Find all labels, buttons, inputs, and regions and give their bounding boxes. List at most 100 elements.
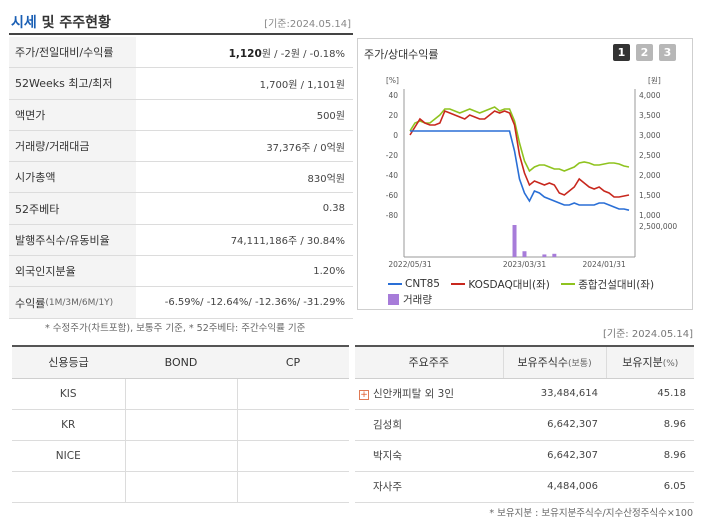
volume-tick-label: 2,500,000 xyxy=(639,222,677,231)
rating-agency: KIS xyxy=(12,378,126,410)
cp-rating xyxy=(237,471,349,503)
table-row: + 신안캐피탈 외 3인 33,484,614 45.18 xyxy=(355,378,694,410)
right-tick-label: 3,500 xyxy=(639,111,661,120)
summary-row: 52주베타 0.38 xyxy=(9,193,353,225)
section-header: 시세 및 주주현황 [기준:2024.05.14] xyxy=(9,5,353,35)
right-tick-label: 2,500 xyxy=(639,151,661,160)
bond-rating xyxy=(125,440,238,472)
chart-title: 주가/상대수익률 xyxy=(364,48,439,61)
price-chart-panel: 주가/상대수익률 1 2 3 [%] [원] 40 20 0 -20 -40 -60 -80 4,… xyxy=(357,38,693,310)
cp-rating xyxy=(237,378,349,410)
summary-row: 발행주식수/유동비율 74,111,186주 / 30.84% xyxy=(9,224,353,257)
summary-value: 37,376주 / 0억원 xyxy=(266,142,345,154)
col-header-cp: CP xyxy=(237,345,349,379)
shareholder-name: 박지숙 xyxy=(355,440,503,472)
summary-value: 1,120원 / -2원 / -0.18% xyxy=(136,45,353,60)
table-row: 자사주 4,484,006 6.05 xyxy=(355,471,694,503)
right-tick-label: 2,000 xyxy=(639,171,661,180)
returns-value: -6.59%/ -12.64%/ -12.36%/ -31.29% xyxy=(164,297,345,309)
price-chart: [%] [원] 40 20 0 -20 -40 -60 -80 4,000 3,500 3,000 2,… xyxy=(386,76,678,269)
period-button-1[interactable]: 1 xyxy=(613,44,630,61)
volume-bar xyxy=(522,251,527,257)
stake-percent: 8.96 xyxy=(606,409,694,441)
col-header-shareholder: 주요주주 xyxy=(355,345,504,379)
shareholder-footnote: * 보유지분 : 보유지분주식수/지수산정주식수×100 xyxy=(489,508,693,519)
stake-percent: 6.05 xyxy=(606,471,694,503)
left-tick-label: -40 xyxy=(386,171,398,180)
summary-label: 수익률 (1M/3M/6M/1Y) xyxy=(9,287,136,318)
right-axis-unit: [원] xyxy=(648,76,661,85)
returns-period-label: (1M/3M/6M/1Y) xyxy=(45,297,114,308)
summary-value: 830억원 xyxy=(307,173,346,185)
shareholder-name: 자사주 xyxy=(355,471,503,503)
summary-label: 발행주식수/유동비율 xyxy=(9,224,136,256)
bond-rating xyxy=(125,378,238,410)
rating-agency: NICE xyxy=(12,440,126,472)
summary-label: 시가총액 xyxy=(9,162,136,193)
col-header-stake: 보유지분(%) xyxy=(606,345,694,379)
summary-row: 주가/전일대비/수익률 1,120원 / -2원 / -0.18% xyxy=(9,37,353,69)
volume-bar xyxy=(542,254,547,257)
summary-row: 시가총액 830억원 xyxy=(9,162,353,194)
x-tick-label: 2022/05/31 xyxy=(388,260,431,269)
legend-swatch-cnt85 xyxy=(388,283,402,285)
stake-percent: 8.96 xyxy=(606,440,694,472)
legend-item-kosdaq[interactable]: KOSDAQ대비(좌) xyxy=(451,277,550,292)
legend-label: CNT85 xyxy=(405,278,440,290)
bond-rating xyxy=(125,409,238,441)
period-button-2[interactable]: 2 xyxy=(636,44,653,61)
summary-row: 액면가 500원 xyxy=(9,99,353,131)
summary-value: 0.38 xyxy=(322,203,345,215)
title-rest: 및 주주현황 xyxy=(36,15,111,31)
summary-row: 52Weeks 최고/최저 1,700원 / 1,101원 xyxy=(9,68,353,100)
summary-value: 74,111,186주 / 30.84% xyxy=(230,236,345,248)
legend-item-construction[interactable]: 종합건설대비(좌) xyxy=(561,277,654,292)
shares-held: 6,642,307 xyxy=(503,440,606,472)
stake-percent: 45.18 xyxy=(606,378,694,410)
legend-label: 종합건설대비(좌) xyxy=(578,278,655,291)
rating-agency: KR xyxy=(12,409,126,441)
legend-item-volume[interactable]: 거래량 xyxy=(388,292,432,307)
legend-label: KOSDAQ대비(좌) xyxy=(468,278,550,291)
summary-value: 1,700원 / 1,101원 xyxy=(259,79,345,91)
shareholder-name: 신안캐피탈 외 3인 xyxy=(373,388,454,400)
summary-label: 52Weeks 최고/최저 xyxy=(9,68,136,99)
shareholder-name: 김성희 xyxy=(355,409,503,441)
legend-item-cnt85[interactable]: CNT85 xyxy=(388,277,440,292)
price-change: 원 / -2원 / -0.18% xyxy=(261,48,345,60)
right-tick-label: 1,500 xyxy=(639,191,661,200)
right-tick-label: 4,000 xyxy=(639,91,661,100)
legend-swatch-kosdaq xyxy=(451,283,466,285)
asof-date: [기준:2024.05.14] xyxy=(264,19,351,30)
shareholder-table: 주요주주 보유주식수(보통) 보유지분(%) + 신안캐피탈 외 3인 33,48… xyxy=(355,345,694,503)
table-header-row: 신용등급 BOND CP xyxy=(12,345,349,379)
left-tick-label: -20 xyxy=(386,151,398,160)
table-row xyxy=(12,471,349,503)
shares-held: 6,642,307 xyxy=(503,409,606,441)
period-button-3[interactable]: 3 xyxy=(659,44,676,61)
left-axis-unit: [%] xyxy=(386,76,399,85)
summary-row: 수익률 (1M/3M/6M/1Y) -6.59%/ -12.64%/ -12.3… xyxy=(9,287,353,319)
right-tick-label: 1,000 xyxy=(639,211,661,220)
left-tick-label: -80 xyxy=(386,211,398,220)
x-tick-label: 2024/01/31 xyxy=(582,260,625,269)
table-row: KR xyxy=(12,409,349,441)
summary-value: 1.20% xyxy=(313,265,345,277)
cp-rating xyxy=(237,409,349,441)
shares-header-unit: (보통) xyxy=(568,359,592,370)
stake-header-unit: (%) xyxy=(662,359,679,370)
table-row: NICE xyxy=(12,440,349,472)
shareholder-name-cell: + 신안캐피탈 외 3인 xyxy=(355,378,503,410)
expand-plus-icon[interactable]: + xyxy=(359,389,369,400)
chart-legend: CNT85 KOSDAQ대비(좌) 종합건설대비(좌) 거래량 xyxy=(388,276,688,308)
summary-row: 거래량/거래대금 37,376주 / 0억원 xyxy=(9,130,353,163)
table-header-row: 주요주주 보유주식수(보통) 보유지분(%) xyxy=(355,345,694,379)
series-line-construction xyxy=(409,106,630,173)
table-row: KIS xyxy=(12,378,349,410)
series-line-kosdaq xyxy=(409,109,630,198)
col-header-rating: 신용등급 xyxy=(12,345,125,379)
summary-label: 52주베타 xyxy=(9,193,136,224)
x-tick-label: 2023/03/31 xyxy=(503,260,546,269)
returns-label: 수익률 xyxy=(15,296,46,310)
rating-agency xyxy=(12,471,126,503)
